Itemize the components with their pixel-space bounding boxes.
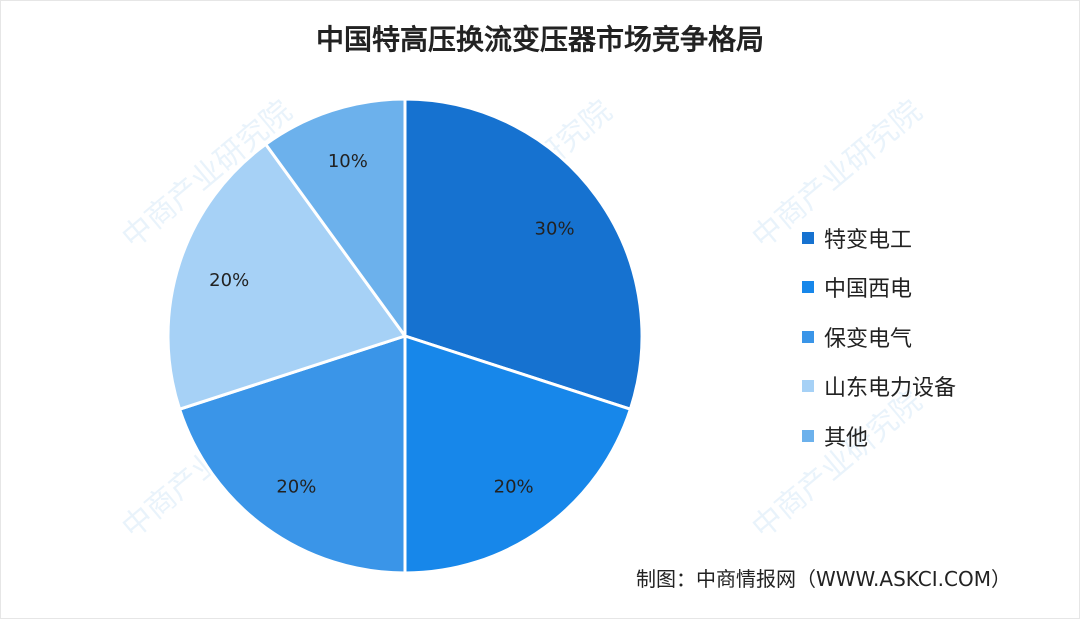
legend-item: 特变电工 <box>802 213 956 263</box>
legend-item: 山东电力设备 <box>802 362 956 412</box>
legend-swatch <box>802 330 814 343</box>
pie-slice-2 <box>177 333 407 575</box>
legend-swatch <box>802 429 814 442</box>
legend-item: 其他 <box>802 411 956 461</box>
pie-slice-4 <box>263 97 407 341</box>
data-label: 20% <box>276 477 316 498</box>
pie-slice-0 <box>403 97 644 412</box>
legend-swatch <box>802 380 814 393</box>
chart-title: 中国特高压换流变压器市场竞争格局 <box>315 23 764 56</box>
legend-item: 中国西电 <box>802 263 956 313</box>
legend-swatch <box>802 281 814 294</box>
data-label: 20% <box>209 270 249 291</box>
data-label: 30% <box>535 218 575 239</box>
legend-label: 特变电工 <box>824 227 913 253</box>
data-label: 10% <box>328 151 368 172</box>
legend-swatch <box>802 231 814 244</box>
source-note: 制图：中商情报网（WWW.ASKCI.COM） <box>636 567 1011 591</box>
legend-item: 保变电气 <box>802 312 956 362</box>
data-label: 20% <box>494 477 534 498</box>
legend-label: 山东电力设备 <box>824 376 957 402</box>
pie-slice-1 <box>403 333 633 575</box>
legend-label: 其他 <box>824 425 869 451</box>
legend-label: 保变电气 <box>824 326 913 352</box>
pie-slice-3 <box>166 142 408 412</box>
legend-label: 中国西电 <box>824 277 913 303</box>
legend: 特变电工中国西电保变电气山东电力设备 其他 <box>802 213 956 461</box>
